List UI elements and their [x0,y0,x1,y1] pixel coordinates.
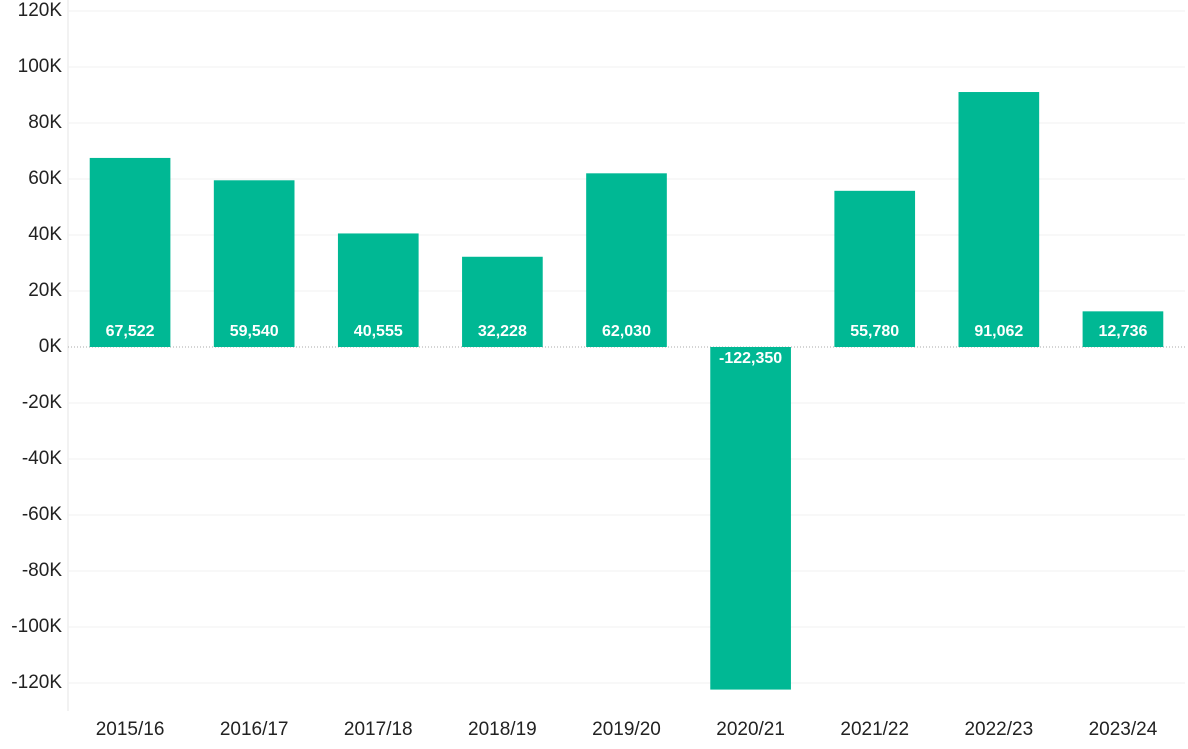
x-tick-label: 2016/17 [220,719,289,740]
x-tick-label: 2022/23 [964,719,1033,740]
bar [586,173,667,347]
x-tick-label: 2018/19 [468,719,537,740]
value-label: 62,030 [602,323,651,340]
bar [89,157,171,347]
value-label: 32,228 [478,323,527,340]
bar [337,233,419,347]
bar [213,180,295,347]
y-tick-label: -20K [22,392,62,413]
x-tick-label: 2015/16 [96,719,165,740]
y-tick-label: 60K [28,168,62,189]
bar [710,347,791,690]
y-tick-label: -80K [22,560,62,581]
bar [834,190,916,347]
bar [462,256,543,347]
y-tick-label: -120K [11,672,62,693]
value-label: 59,540 [230,323,279,340]
value-label: -122,350 [719,350,782,367]
y-tick-label: 20K [28,280,62,301]
y-tick-label: -100K [11,616,62,637]
bar [1082,311,1164,347]
bar [958,92,1040,347]
y-tick-label: 100K [18,56,63,77]
x-tick-label: 2017/18 [344,719,413,740]
value-label: 91,062 [974,323,1023,340]
y-tick-label: 120K [18,0,63,21]
x-tick-label: 2020/21 [716,719,785,740]
value-label: 40,555 [354,323,403,340]
x-tick-label: 2021/22 [840,719,909,740]
y-tick-label: 80K [28,112,62,133]
x-tick-label: 2019/20 [592,719,661,740]
value-label: 67,522 [106,323,155,340]
value-label: 12,736 [1098,323,1147,340]
y-tick-label: 40K [28,224,62,245]
y-tick-label: -40K [22,448,62,469]
value-label: 55,780 [850,323,899,340]
y-tick-label: 0K [39,336,63,357]
y-tick-label: -60K [22,504,62,525]
x-tick-label: 2023/24 [1089,719,1158,740]
